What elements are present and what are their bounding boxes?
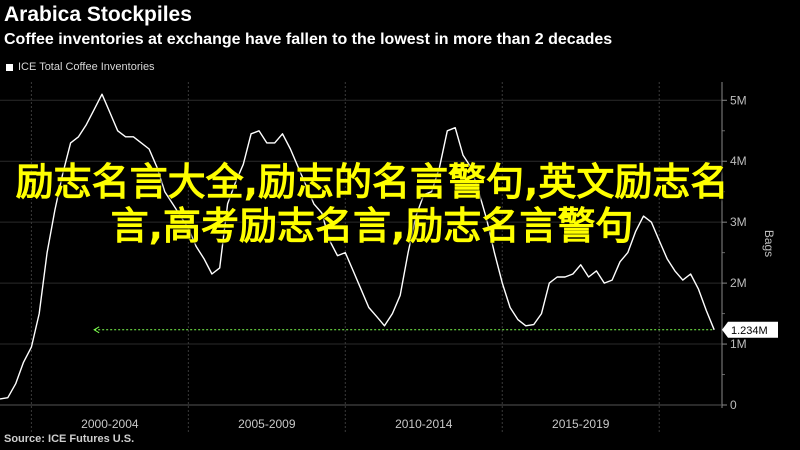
x-tick-label: 2015-2019: [552, 417, 610, 431]
x-tick-label: 2000-2004: [81, 417, 139, 431]
y-tick-label: 1M: [730, 337, 747, 351]
reference-arrow: [93, 326, 100, 334]
x-tick-label: 2010-2014: [395, 417, 453, 431]
chart-subtitle: Coffee inventories at exchange have fall…: [4, 31, 613, 48]
y-tick-label: 0: [730, 398, 737, 412]
last-value-box: [722, 321, 778, 338]
overlay-watermark-text: 励志名言大全,励志的名言警句,英文励志名言,高考励志名言,励志名言警句: [15, 160, 729, 248]
y-tick-label: 3M: [730, 215, 747, 229]
chart-title: Arabica Stockpiles: [4, 3, 192, 26]
legend-label: ICE Total Coffee Inventories: [18, 61, 155, 73]
last-value-label: 1.234M: [731, 325, 768, 337]
legend-swatch: [6, 63, 13, 71]
y-tick-label: 2M: [730, 276, 747, 290]
x-tick-label: 2005-2009: [238, 417, 296, 431]
y-tick-label: 5M: [730, 93, 747, 107]
y-tick-label: 4M: [730, 154, 747, 168]
y-axis-label: Bags: [762, 230, 776, 257]
legend: ICE Total Coffee Inventories: [6, 60, 155, 74]
source-note: Source: ICE Futures U.S.: [4, 433, 135, 445]
series-line: [0, 93, 715, 400]
